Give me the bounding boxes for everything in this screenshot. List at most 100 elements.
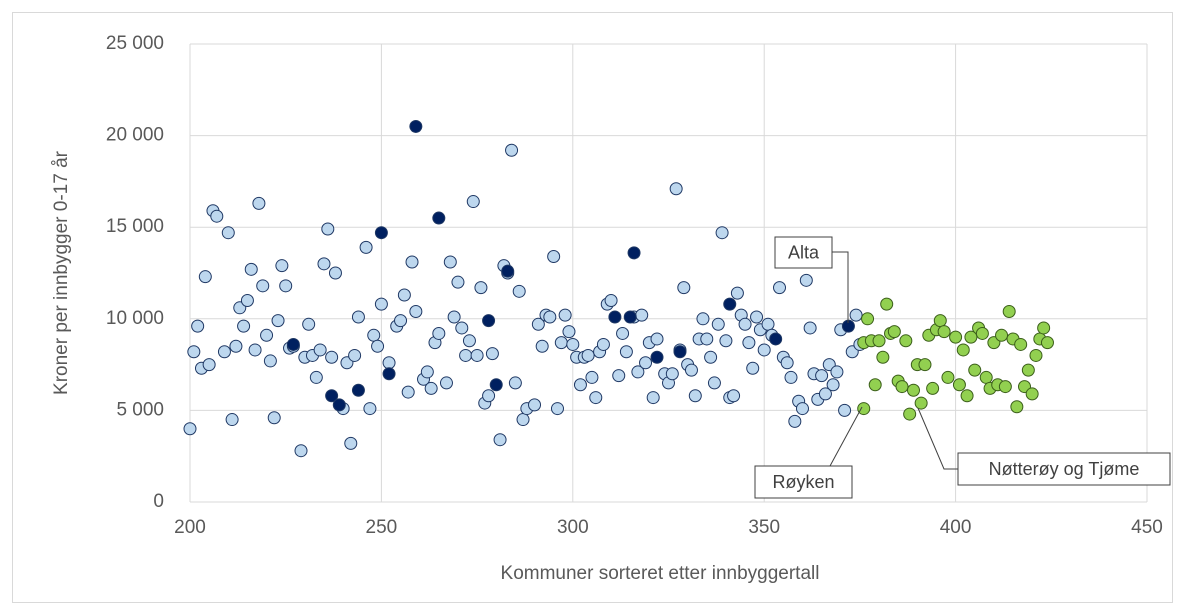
point [432,326,446,340]
point [975,326,989,340]
point [382,367,396,381]
point [210,209,224,223]
point [351,383,365,397]
point [998,380,1012,394]
y-tick-label: 15 000 [106,216,164,237]
point [616,326,630,340]
point [707,376,721,390]
point [271,314,285,328]
callout-box [754,465,853,499]
point [321,222,335,236]
point [451,275,465,289]
point [650,350,664,364]
point [673,345,687,359]
point [382,356,396,370]
x-tick-label: 350 [748,517,780,538]
point [244,262,258,276]
point [838,403,852,417]
point [508,376,522,390]
callout-box [774,236,833,269]
point [1010,400,1024,414]
chart-frame [12,12,1173,603]
x-tick-label: 200 [174,517,206,538]
point [1040,336,1054,350]
point [474,281,488,295]
point [535,339,549,353]
point [286,337,300,351]
point [933,314,947,328]
point [240,293,254,307]
point [325,350,339,364]
point [432,211,446,225]
point [443,255,457,269]
point [635,308,649,322]
point [344,436,358,450]
point [704,350,718,364]
point [746,361,760,375]
point [554,336,568,350]
point [1029,348,1043,362]
point [501,264,515,278]
point [949,330,963,344]
point [531,317,545,331]
point [470,348,484,362]
point [409,119,423,133]
x-axis-title: Kommuner sorteret etter innbyggertall [501,563,820,584]
point [803,321,817,335]
point [684,363,698,377]
point [730,286,744,300]
point [773,281,787,295]
point [960,389,974,403]
point [302,317,316,331]
point [857,402,871,416]
point [880,297,894,311]
point [367,328,381,342]
point [573,378,587,392]
point [861,312,875,326]
point [332,398,346,412]
point [466,195,480,209]
point [351,310,365,324]
point [505,143,519,157]
point [688,389,702,403]
point [926,381,940,395]
point [639,356,653,370]
point [512,284,526,298]
point [198,270,212,284]
point [826,378,840,392]
point [815,369,829,383]
point [769,332,783,346]
point [202,358,216,372]
point [263,354,277,368]
callout-leader [917,407,958,470]
point [784,370,798,384]
point [359,240,373,254]
point [317,257,331,271]
point [328,266,342,280]
point [669,182,683,196]
point [1021,363,1035,377]
point [956,343,970,357]
y-tick-label: 25 000 [106,33,164,54]
point [581,348,595,362]
point [906,383,920,397]
x-tick-label: 250 [366,517,398,538]
point [596,337,610,351]
point [646,391,660,405]
point [650,332,664,346]
point [589,391,603,405]
point [260,328,274,342]
y-axis-title: Kroner per innbygger 0-17 år [51,150,72,395]
point [1014,337,1028,351]
y-tick-label: 5 000 [116,399,164,420]
point [979,370,993,384]
point [374,226,388,240]
point [619,345,633,359]
point [1025,387,1039,401]
point [876,350,890,364]
x-tick-label: 450 [1131,517,1163,538]
point [401,385,415,399]
point [665,367,679,381]
point [887,325,901,339]
point [627,246,641,260]
